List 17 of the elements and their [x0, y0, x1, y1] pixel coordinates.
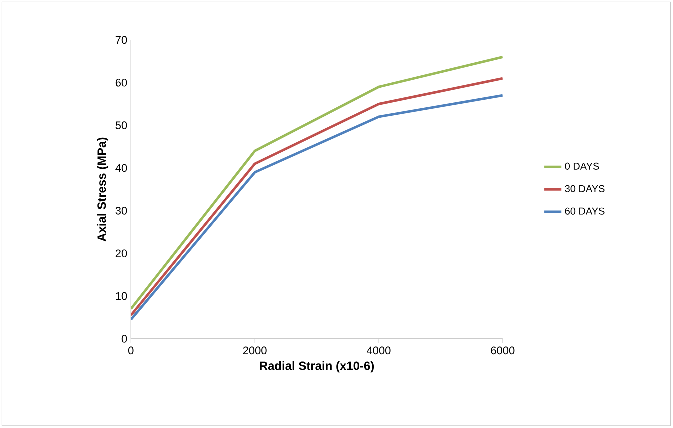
y-tick-label: 50 [116, 122, 128, 130]
y-tick-label: 30 [116, 206, 128, 215]
y-tick-label: 70 [116, 36, 128, 44]
legend-label: 0 DAYS [565, 162, 600, 170]
legend-label: 30 DAYS [565, 185, 605, 192]
x-tick-label: 4000 [367, 346, 391, 355]
x-axis-title: Radial Strain (x10-6) [260, 361, 374, 373]
y-tick-label: 10 [116, 292, 128, 300]
y-tick-label: 60 [116, 78, 128, 87]
y-axis-title: Axial Stress (MPa) [97, 138, 109, 242]
x-tick-label: 2000 [243, 346, 267, 355]
legend-label: 60 DAYS [565, 208, 605, 215]
y-tick-label: 40 [116, 164, 128, 172]
x-tick-label: 0 [128, 346, 134, 355]
y-tick-label: 0 [122, 335, 128, 343]
y-tick-label: 20 [116, 250, 128, 258]
x-tick-label: 6000 [491, 346, 515, 355]
